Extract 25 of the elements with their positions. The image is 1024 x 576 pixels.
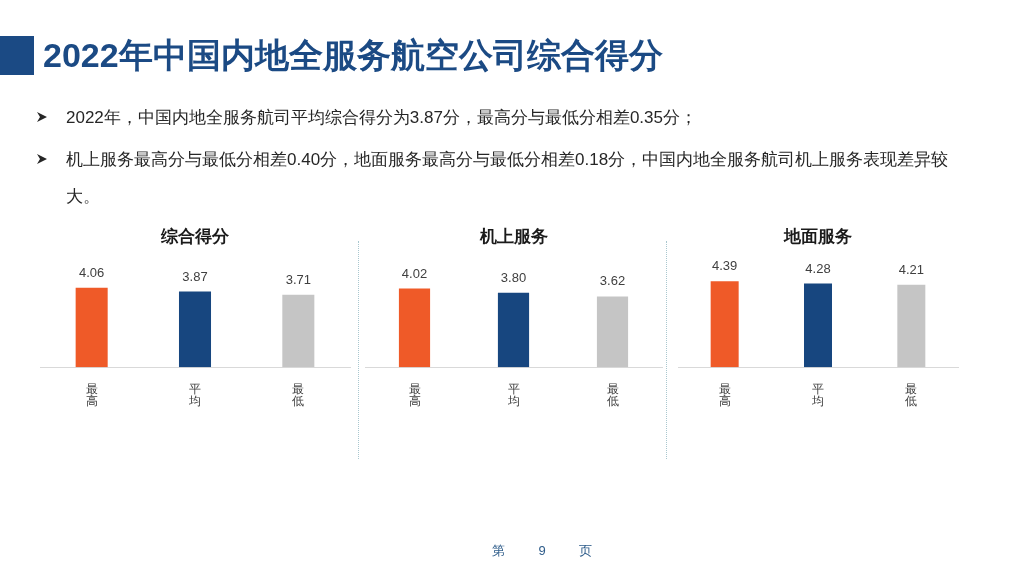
x-tick-label: 最低 xyxy=(292,382,305,408)
data-label: 3.62 xyxy=(599,273,626,289)
data-label: 4.06 xyxy=(79,264,105,280)
chart-title: 地面服务 xyxy=(783,226,852,246)
x-tick-label: 平均 xyxy=(506,382,520,408)
data-label: 3.80 xyxy=(500,269,527,285)
chart-title: 机上服务 xyxy=(478,226,548,246)
data-label: 4.02 xyxy=(401,265,428,281)
x-tick-label: 最高 xyxy=(408,382,421,408)
data-label: 3.71 xyxy=(285,271,311,287)
text: 机上服务最高分与最低分相差0.40分，地面服务最高分与最低分相差0.18分，中国内地全服务航司机上服务表现差异较大。 xyxy=(66,149,950,208)
text: 2022年，中国内地全服务航司平均综合得分为3.87分，最高分与最低分相差0.35分； xyxy=(66,107,698,129)
chart-title: 综合得分 xyxy=(160,226,230,246)
text: 2022年中国内地全服务航空公司综合得分 xyxy=(43,35,663,76)
data-label: 4.21 xyxy=(898,261,924,277)
data-label: 4.28 xyxy=(805,260,831,276)
x-tick-label: 平均 xyxy=(811,382,824,408)
data-label: 3.87 xyxy=(182,268,208,284)
x-tick-label: 最低 xyxy=(606,382,619,408)
text: 第 9 页 xyxy=(490,542,594,560)
x-tick-label: 最高 xyxy=(85,382,98,408)
x-tick-label: 最高 xyxy=(718,382,731,408)
data-label: 4.39 xyxy=(712,258,738,274)
x-tick-label: 最低 xyxy=(905,382,918,408)
x-tick-label: 平均 xyxy=(188,382,201,408)
